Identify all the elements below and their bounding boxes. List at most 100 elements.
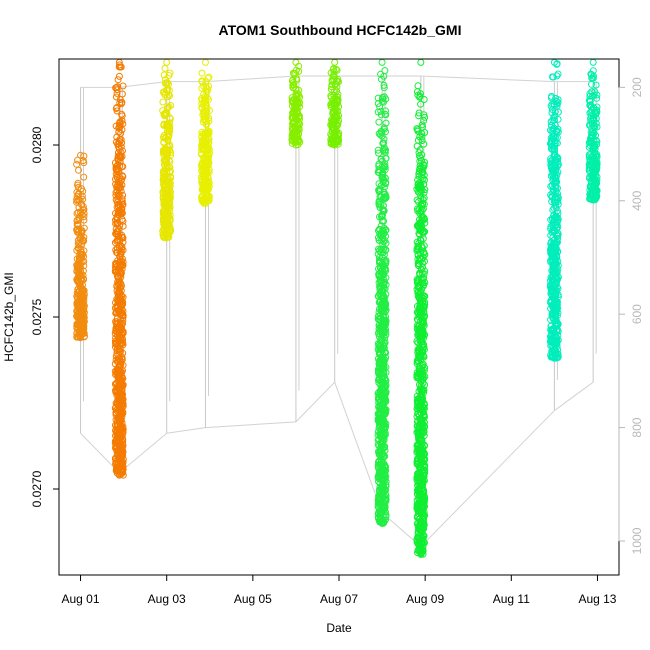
- data-point: [378, 370, 386, 378]
- data-point: [590, 104, 597, 112]
- data-point: [549, 206, 557, 214]
- data-point: [420, 352, 427, 360]
- data-point: [203, 137, 211, 145]
- data-point: [380, 176, 388, 184]
- data-point: [378, 95, 386, 103]
- data-point: [165, 198, 173, 206]
- data-point: [380, 81, 388, 89]
- data-point: [375, 399, 383, 407]
- data-point: [113, 162, 121, 170]
- data-point: [375, 198, 383, 206]
- data-point: [420, 309, 428, 317]
- y-tick-label: 0.0270: [30, 470, 44, 507]
- data-point: [166, 125, 173, 133]
- data-point: [80, 302, 88, 310]
- data-point: [198, 142, 206, 150]
- x-tick-label: Aug 11: [493, 592, 530, 606]
- data-point: [420, 96, 428, 103]
- data-point: [73, 267, 81, 275]
- data-point: [114, 155, 122, 163]
- data-point: [161, 64, 169, 72]
- data-point: [417, 288, 425, 296]
- data-point: [379, 345, 387, 353]
- data-point: [334, 96, 342, 104]
- data-point: [420, 117, 428, 125]
- data-point: [586, 121, 593, 129]
- data-point: [204, 136, 212, 144]
- data-point: [377, 414, 385, 422]
- data-point: [414, 519, 422, 527]
- data-point: [116, 268, 124, 276]
- data-point: [328, 76, 336, 84]
- data-point: [380, 308, 387, 316]
- data-point: [116, 96, 124, 103]
- data-point: [163, 122, 171, 130]
- data-point: [74, 228, 81, 236]
- data-point: [548, 122, 556, 130]
- data-point: [548, 198, 556, 206]
- data-point: [376, 185, 384, 193]
- data-point: [414, 398, 421, 406]
- data-point: [420, 161, 428, 169]
- data-point: [118, 282, 125, 290]
- data-point: [421, 113, 429, 121]
- data-point: [420, 525, 428, 533]
- data-point: [374, 473, 382, 480]
- data-point: [198, 128, 206, 136]
- data-point: [198, 163, 206, 171]
- data-point: [115, 72, 123, 80]
- data-point: [413, 247, 421, 255]
- data-point: [381, 190, 389, 198]
- data-point: [77, 234, 85, 242]
- data-point: [420, 533, 428, 540]
- data-point: [159, 98, 167, 106]
- data-point: [420, 249, 428, 257]
- data-point: [116, 414, 124, 422]
- data-point: [163, 86, 171, 94]
- data-point: [328, 101, 336, 109]
- data-point: [330, 125, 338, 132]
- data-point: [198, 78, 206, 86]
- data-point: [73, 299, 81, 307]
- data-point: [112, 324, 120, 332]
- data-point: [159, 190, 167, 198]
- pressure-link: [420, 410, 555, 547]
- data-point: [590, 122, 598, 130]
- data-point: [417, 100, 425, 108]
- data-point: [198, 96, 206, 104]
- data-point: [114, 76, 122, 84]
- data-point: [591, 145, 599, 153]
- data-point: [78, 192, 86, 200]
- data-point: [290, 81, 298, 89]
- data-point: [417, 310, 425, 317]
- data-point: [289, 98, 297, 106]
- data-point: [112, 216, 119, 224]
- data-point: [162, 157, 170, 165]
- data-point: [114, 417, 121, 425]
- data-point: [73, 217, 81, 225]
- x-axis-label: Date: [326, 621, 352, 635]
- data-point: [551, 260, 559, 268]
- data-point: [416, 353, 424, 361]
- data-point: [381, 425, 389, 433]
- y-axis: 0.0270 0.0275 0.0280: [30, 126, 60, 507]
- data-point: [552, 134, 559, 142]
- data-point: [586, 161, 594, 169]
- data-point: [114, 257, 121, 265]
- data-point: [119, 82, 127, 90]
- data-point: [289, 69, 297, 77]
- data-point: [376, 328, 384, 336]
- data-point: [549, 334, 556, 342]
- data-point: [380, 98, 387, 106]
- data-point: [593, 165, 601, 173]
- data-point: [118, 321, 126, 329]
- data-point: [379, 407, 387, 415]
- data-point: [419, 332, 427, 340]
- data-point: [589, 92, 597, 100]
- data-point: [550, 296, 558, 304]
- data-point: [198, 104, 206, 111]
- data-point: [418, 416, 425, 424]
- data-point: [553, 171, 561, 179]
- x-tick-label: Aug 13: [578, 592, 616, 606]
